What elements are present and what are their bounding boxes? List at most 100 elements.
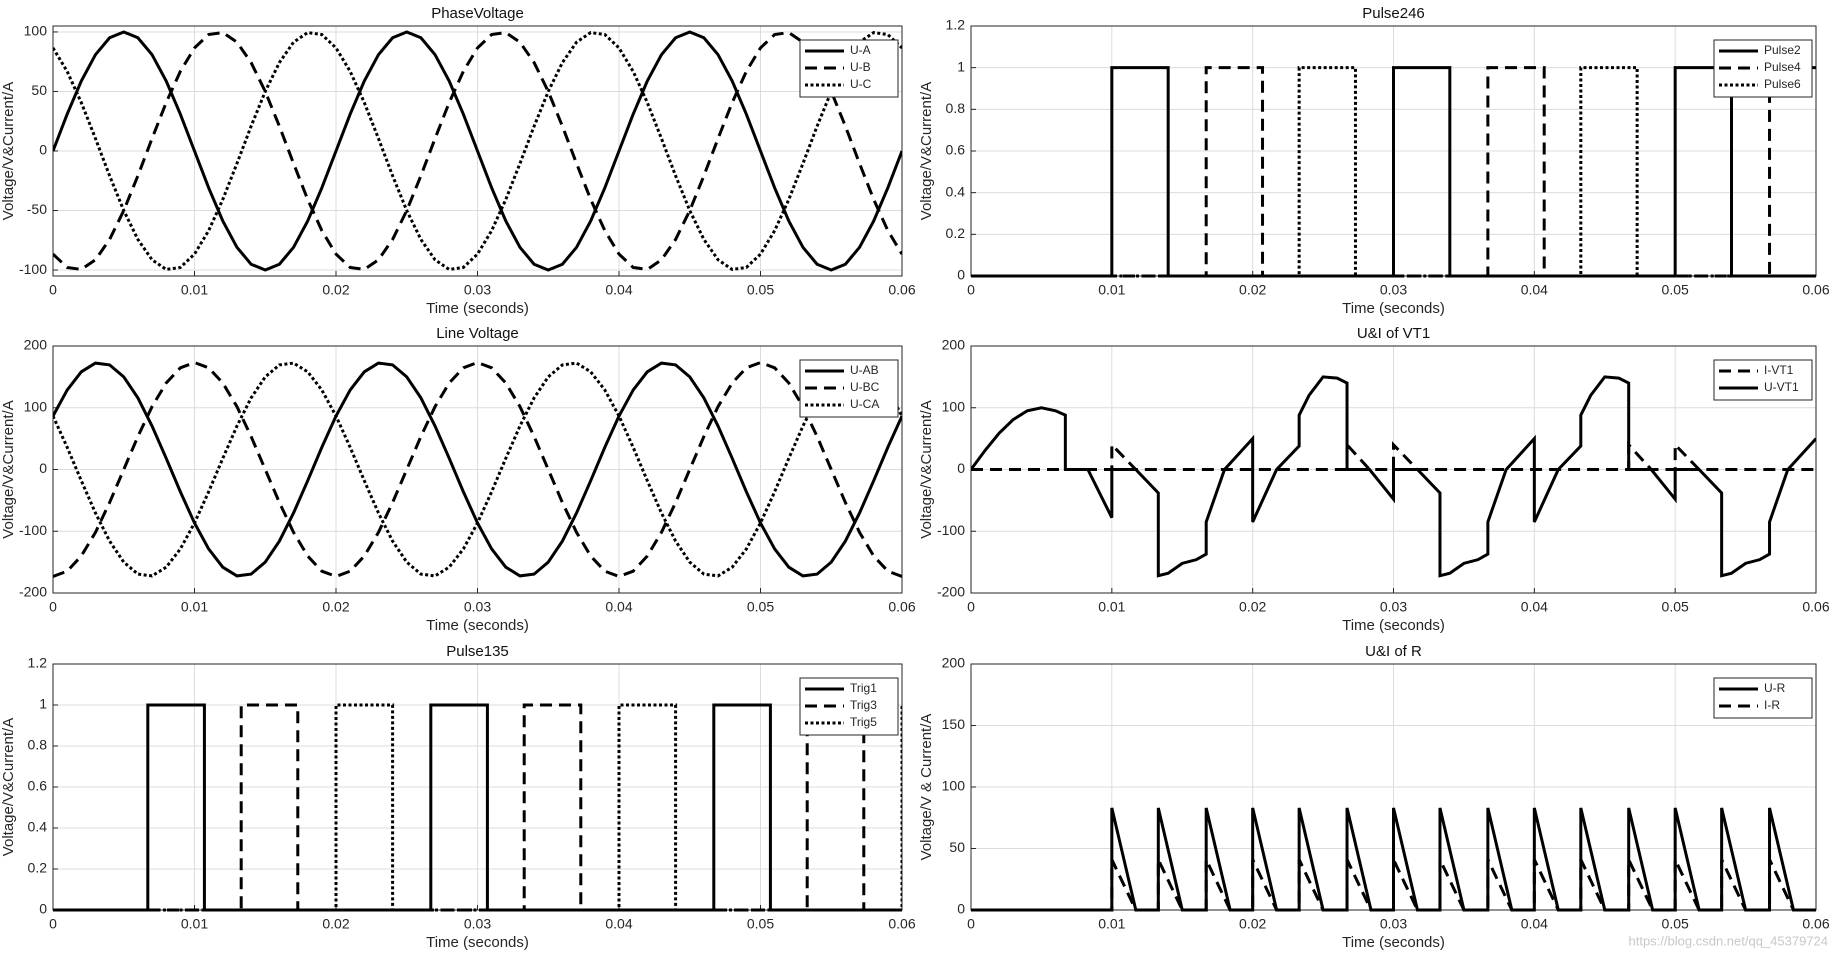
legend-label: U-A — [850, 43, 871, 57]
x-tick-label: 0.05 — [1662, 599, 1689, 615]
y-tick-label: 0.6 — [946, 142, 966, 158]
y-tick-label: 0.4 — [28, 819, 48, 835]
y-tick-label: 0.8 — [28, 737, 48, 753]
x-tick-label: 0.06 — [1802, 916, 1829, 932]
legend-box — [1713, 359, 1813, 401]
x-tick-label: 0.02 — [1239, 916, 1266, 932]
x-tick-label: 0.03 — [464, 599, 491, 615]
x-tick-label: 0 — [49, 599, 57, 615]
legend-label: U-CA — [850, 397, 879, 411]
y-tick-label: 0.2 — [28, 860, 48, 876]
x-tick-label: 0.02 — [1239, 282, 1266, 298]
series-line — [971, 440, 1816, 471]
x-axis-label: Time (seconds) — [1342, 617, 1445, 634]
y-tick-label: 0.2 — [946, 225, 966, 241]
legend: U-AB U-BC U-CA — [799, 359, 899, 418]
legend: Trig1 Trig3 Trig5 — [799, 677, 899, 736]
y-tick-label: 0 — [39, 460, 47, 476]
legend: Pulse2 Pulse4 Pulse6 — [1713, 39, 1813, 98]
y-tick-label: -100 — [19, 261, 47, 277]
x-axis-label: Time (seconds) — [426, 617, 529, 634]
x-tick-label: 0.05 — [747, 599, 774, 615]
y-tick-label: 1 — [39, 696, 47, 712]
x-tick-label: 0.01 — [1098, 599, 1125, 615]
x-tick-label: 0 — [967, 916, 975, 932]
x-tick-label: 0.05 — [747, 916, 774, 932]
subplot: 0 0.01 0.02 0.03 0.04 0.05 0.06 0 50 100 150 200 U&I… — [918, 643, 1830, 951]
x-tick-label: 0.03 — [464, 282, 491, 298]
series-line — [971, 375, 1816, 578]
y-tick-label: 50 — [949, 839, 965, 855]
y-tick-label: -50 — [27, 201, 47, 217]
x-tick-label: 0.03 — [1380, 282, 1407, 298]
series-line — [53, 30, 902, 272]
y-axis-label: Voltage/V & Current/A — [918, 714, 935, 861]
x-tick-label: 0.03 — [1380, 599, 1407, 615]
y-tick-label: 0 — [39, 142, 47, 158]
subplot: 0 0.01 0.02 0.03 0.04 0.05 0.06 -200 -100 0 100 200… — [918, 325, 1830, 634]
legend-label: I-R — [1764, 698, 1780, 712]
y-axis-label: Voltage/V&Current/A — [918, 400, 935, 538]
y-tick-label: 1.2 — [28, 655, 48, 671]
x-axis-label: Time (seconds) — [426, 300, 529, 317]
x-tick-label: 0.02 — [322, 282, 349, 298]
y-axis-label: Voltage/V&Current/A — [0, 82, 17, 220]
y-tick-label: 0 — [957, 267, 965, 283]
x-tick-label: 0.05 — [1662, 916, 1689, 932]
x-tick-label: 0.01 — [181, 916, 208, 932]
x-tick-label: 0.05 — [1662, 282, 1689, 298]
x-tick-label: 0.06 — [888, 282, 915, 298]
legend-label: Trig1 — [850, 681, 877, 695]
series-line — [53, 703, 902, 912]
x-tick-label: 0 — [49, 282, 57, 298]
chart-title: U&I of VT1 — [1357, 325, 1430, 342]
chart-title: Pulse135 — [446, 643, 509, 660]
axes-box — [52, 345, 903, 594]
x-tick-label: 0.06 — [888, 599, 915, 615]
chart-title: U&I of R — [1365, 643, 1422, 660]
x-tick-label: 0.05 — [747, 282, 774, 298]
y-tick-label: 50 — [31, 82, 47, 98]
x-tick-label: 0 — [967, 282, 975, 298]
y-tick-label: -200 — [19, 584, 47, 600]
x-tick-label: 0.06 — [1802, 599, 1829, 615]
x-tick-label: 0.02 — [1239, 599, 1266, 615]
legend-box — [1713, 677, 1813, 719]
y-tick-label: 1.2 — [946, 17, 966, 33]
series-line — [971, 807, 1816, 912]
x-tick-label: 0.01 — [181, 599, 208, 615]
series-line — [53, 703, 902, 912]
series-line — [53, 30, 902, 272]
y-tick-label: 200 — [942, 337, 966, 353]
x-tick-label: 0.03 — [464, 916, 491, 932]
x-tick-label: 0.01 — [1098, 916, 1125, 932]
y-tick-label: -200 — [937, 584, 965, 600]
axes-box — [52, 663, 903, 911]
x-tick-label: 0.04 — [1521, 599, 1548, 615]
x-tick-label: 0.01 — [1098, 282, 1125, 298]
x-tick-label: 0.04 — [605, 916, 632, 932]
series-line — [971, 66, 1816, 278]
y-tick-label: 150 — [942, 716, 966, 732]
legend: U-R I-R — [1713, 677, 1813, 719]
legend-label: U-B — [850, 60, 871, 74]
x-tick-label: 0 — [967, 599, 975, 615]
y-tick-label: 100 — [24, 398, 48, 414]
subplot: 0 0.01 0.02 0.03 0.04 0.05 0.06 0 0.2 0.4 0.6 0.8 1 1… — [0, 643, 916, 951]
y-tick-label: 0.6 — [28, 778, 48, 794]
x-tick-label: 0.02 — [322, 916, 349, 932]
legend: U-A U-B U-C — [799, 39, 899, 98]
chart-title: Pulse246 — [1362, 5, 1425, 22]
y-tick-label: 100 — [942, 778, 966, 794]
subplot: 0 0.01 0.02 0.03 0.04 0.05 0.06 -200 -100 0 100 200… — [0, 325, 916, 634]
y-tick-label: -100 — [937, 522, 965, 538]
y-tick-label: 200 — [24, 337, 48, 353]
x-axis-label: Time (seconds) — [426, 934, 529, 951]
chart-title: Line Voltage — [436, 325, 519, 342]
x-axis-label: Time (seconds) — [1342, 300, 1445, 317]
x-tick-label: 0.03 — [1380, 916, 1407, 932]
legend-label: Pulse4 — [1764, 60, 1801, 74]
x-tick-label: 0.04 — [605, 599, 632, 615]
x-tick-label: 0.01 — [181, 282, 208, 298]
legend-label: U-C — [850, 77, 872, 91]
